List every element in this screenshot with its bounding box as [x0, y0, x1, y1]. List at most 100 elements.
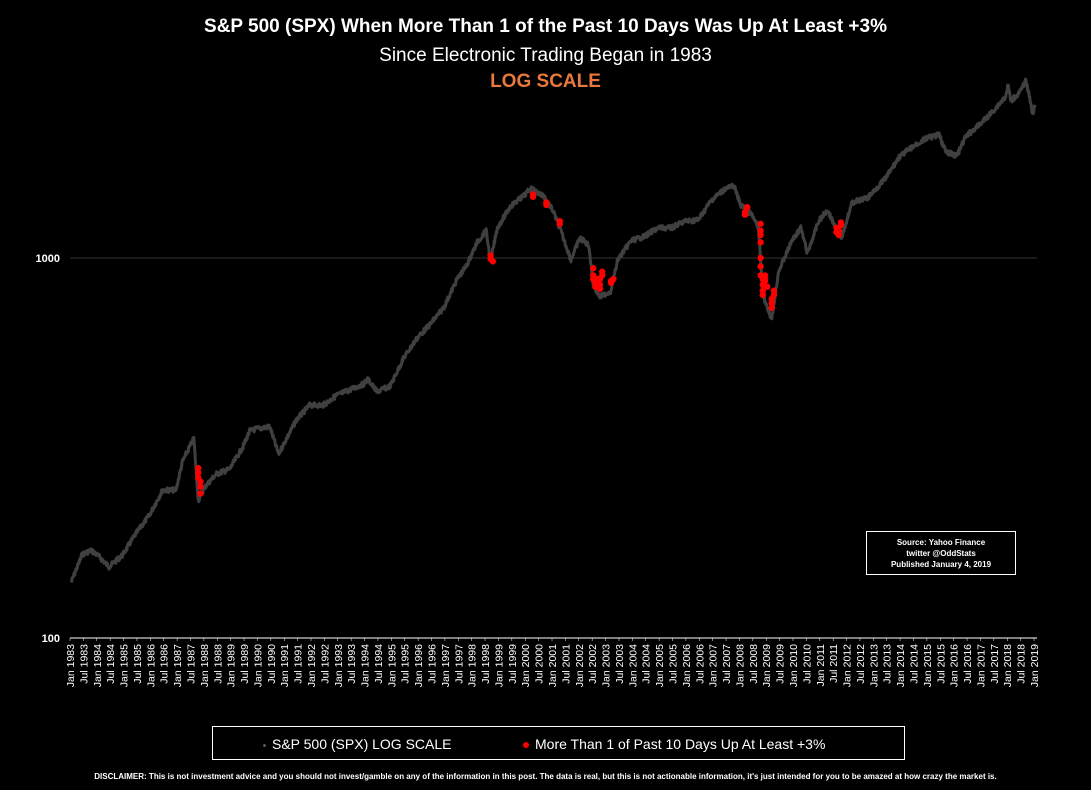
x-tick-label: Jul 2000	[534, 644, 546, 684]
x-tick-label: Jan 2005	[654, 644, 666, 687]
log-scale-note: LOG SCALE	[490, 71, 601, 92]
legend-marker-up3	[523, 742, 529, 749]
x-tick-label: Jan 2011	[815, 644, 827, 687]
x-tick-label: Jul 2004	[641, 644, 653, 684]
x-tick-label: Jan 1988	[199, 644, 211, 687]
x-tick-label: Jan 1983	[65, 644, 77, 687]
up3-point	[543, 201, 550, 209]
x-tick-label: Jul 2005	[668, 644, 680, 684]
x-tick-label: Jul 2007	[721, 644, 733, 684]
x-tick-label: Jan 2016	[949, 644, 961, 687]
up3-point	[768, 304, 775, 311]
up3-point	[590, 265, 597, 272]
disclaimer: DISCLAIMER: This is not investment advic…	[94, 772, 997, 781]
up3-point	[757, 254, 764, 262]
legend-label-spx: S&P 500 (SPX) LOG SCALE	[272, 736, 452, 752]
x-tick-label: Jan 1993	[333, 644, 345, 687]
x-tick-label: Jan 1991	[279, 644, 291, 687]
x-tick-label: Jul 1999	[507, 644, 519, 684]
x-tick-label: Jan 2012	[842, 644, 854, 687]
up3-point	[195, 464, 202, 472]
x-tick-label: Jul 1984	[105, 644, 117, 684]
x-tick-label: Jan 1996	[413, 644, 425, 687]
x-tick-label: Jan 2003	[601, 644, 613, 687]
x-tick-label: Jan 1997	[440, 644, 452, 687]
x-tick-label: Jan 2006	[681, 644, 693, 687]
x-tick-label: Jul 1986	[159, 644, 171, 684]
legend-marker-spx	[263, 743, 266, 747]
up3-point	[197, 478, 204, 485]
up3-point	[761, 275, 769, 283]
x-tick-label: Jul 1997	[453, 644, 465, 684]
up3-point	[741, 211, 749, 218]
x-tick-label: Jan 2015	[922, 644, 934, 687]
x-tick-label: Jul 1988	[212, 644, 224, 684]
x-tick-label: Jan 1986	[145, 644, 157, 687]
x-tick-label: Jul 2003	[614, 644, 626, 684]
up3-point	[744, 204, 751, 211]
x-tick-label: Jul 1983	[78, 644, 90, 684]
x-tick-label: Jan 1999	[493, 644, 505, 687]
x-tick-label: Jul 2017	[989, 644, 1001, 684]
x-tick-label: Jul 2018	[1016, 644, 1028, 684]
x-tick-label: Jul 1993	[346, 644, 358, 684]
x-tick-label: Jul 1992	[319, 644, 331, 684]
x-tick-label: Jan 2007	[708, 644, 720, 687]
x-tick-label: Jul 2002	[587, 644, 599, 684]
x-tick-label: Jul 2011	[828, 644, 840, 683]
up3-point	[197, 490, 204, 497]
x-tick-label: Jan 2008	[734, 644, 746, 687]
x-tick-label: Jul 2016	[962, 644, 974, 684]
x-tick-label: Jul 2010	[801, 644, 813, 684]
x-tick-label: Jan 2001	[547, 644, 559, 687]
x-tick-label: Jan 2019	[1029, 644, 1041, 687]
up3-point	[598, 268, 606, 275]
x-tick-label: Jul 2012	[855, 644, 867, 684]
x-tick-label: Jan 2010	[788, 644, 800, 687]
legend-item-spx: S&P 500 (SPX) LOG SCALE	[263, 736, 452, 752]
published-line: Published January 4, 2019	[890, 560, 992, 569]
source-line: Source: Yahoo Finance	[896, 538, 986, 547]
x-tick-label: Jan 1990	[252, 644, 264, 687]
x-tick-label: Jan 1985	[119, 644, 131, 687]
up3-point	[757, 239, 764, 246]
legend-label-up3: More Than 1 of Past 10 Days Up At Least …	[535, 736, 826, 752]
x-tick-label: Jul 1991	[293, 644, 305, 684]
legend-item-up3: More Than 1 of Past 10 Days Up At Least …	[523, 736, 825, 752]
up3-point	[195, 469, 202, 477]
x-tick-label: Jan 1987	[172, 644, 184, 687]
x-tick-label: Jul 1985	[132, 644, 144, 684]
up3-point	[757, 220, 764, 228]
chart-subtitle: Since Electronic Trading Began in 1983	[379, 45, 712, 66]
x-tick-label: Jan 2000	[520, 644, 532, 687]
up3-point	[770, 291, 778, 299]
x-tick-label: Jul 1995	[400, 644, 412, 684]
x-tick-label: Jul 2008	[748, 644, 760, 684]
x-tick-label: Jan 1984	[92, 644, 104, 687]
x-tick-label: Jan 1992	[306, 644, 318, 687]
x-tick-label: Jan 1994	[360, 644, 372, 687]
up3-point	[596, 281, 604, 289]
up3-point	[757, 263, 764, 270]
x-tick-label: Jan 2004	[627, 644, 639, 687]
spx-series-line	[69, 77, 1037, 584]
x-tick-label: Jan 2002	[574, 644, 586, 687]
legend: S&P 500 (SPX) LOG SCALE More Than 1 of P…	[212, 726, 905, 760]
up3-point	[197, 483, 204, 490]
x-tick-label: Jul 2014	[909, 644, 921, 684]
x-tick-label: Jul 2006	[694, 644, 706, 684]
up3-point	[837, 219, 845, 226]
x-tick-label: Jul 1987	[186, 644, 198, 684]
y-tick-label: 1000	[36, 253, 60, 265]
x-tick-label: Jul 1994	[373, 644, 385, 684]
x-tick-label: Jan 2014	[895, 644, 907, 687]
chart-title: S&P 500 (SPX) When More Than 1 of the Pa…	[204, 16, 887, 37]
x-tick-label: Jan 2018	[1002, 644, 1014, 687]
x-tick-label: Jan 2013	[868, 644, 880, 687]
source-box: Source: Yahoo Finance twitter @OddStats …	[866, 531, 1016, 575]
x-tick-label: Jan 1998	[467, 644, 479, 687]
x-tick-label: Jul 1990	[266, 644, 278, 684]
up3-point	[489, 258, 497, 265]
x-tick-label: Jul 2015	[935, 644, 947, 684]
